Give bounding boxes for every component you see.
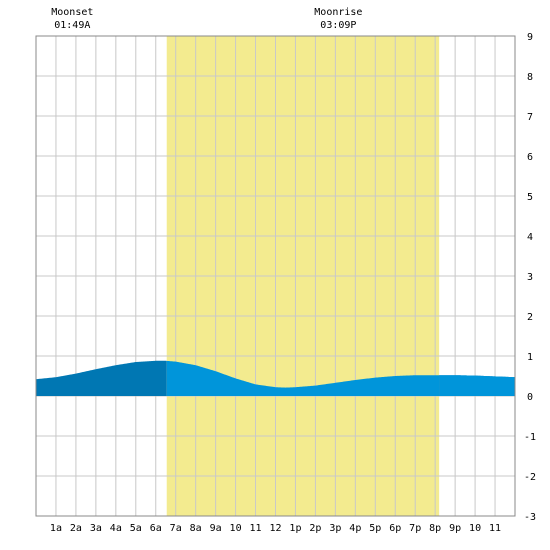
x-tick-label: 12 [269, 523, 281, 534]
x-tick-label: 10 [469, 523, 481, 534]
y-tick-label: 5 [527, 192, 533, 203]
tide-area-evening-tail [439, 375, 515, 396]
x-tick-label: 11 [250, 523, 262, 534]
y-tick-label: 0 [527, 392, 533, 403]
x-tick-label: 1a [50, 523, 62, 534]
x-tick-label: 10 [230, 523, 242, 534]
y-tick-label: 9 [527, 32, 533, 43]
x-tick-label: 2p [309, 523, 321, 534]
x-tick-label: 5a [130, 523, 142, 534]
plot-frame [35, 35, 516, 517]
y-tick-label: 3 [527, 272, 533, 283]
tide-area-day [166, 360, 440, 396]
x-tick-label: 9p [449, 523, 461, 534]
moon-event-time: 03:09P [320, 20, 356, 31]
moon-event-label: Moonrise [314, 7, 362, 18]
x-tick-label: 7p [409, 523, 421, 534]
y-tick-label: 8 [527, 72, 533, 83]
y-tick-label: 6 [527, 152, 533, 163]
y-tick-label: 4 [527, 232, 533, 243]
x-tick-label: 3p [329, 523, 341, 534]
y-tick-label: 7 [527, 112, 533, 123]
x-tick-label: 5p [369, 523, 381, 534]
x-tick-label: 7a [170, 523, 182, 534]
y-tick-label: 2 [527, 312, 533, 323]
x-tick-label: 6p [389, 523, 401, 534]
x-tick-label: 4a [110, 523, 122, 534]
x-tick-label: 8p [429, 523, 441, 534]
x-tick-label: 4p [349, 523, 361, 534]
y-tick-label: -2 [524, 472, 536, 483]
y-tick-label: -1 [524, 432, 536, 443]
x-tick-label: 3a [90, 523, 102, 534]
y-tick-label: -3 [524, 512, 536, 523]
y-tick-label: 1 [527, 352, 533, 363]
moon-event-time: 01:49A [54, 20, 90, 31]
tide-area-night-morning [36, 360, 167, 396]
x-tick-label: 9a [210, 523, 222, 534]
moon-event-label: Moonset [51, 7, 93, 18]
x-tick-label: 2a [70, 523, 82, 534]
x-tick-label: 6a [150, 523, 162, 534]
x-tick-label: 11 [489, 523, 501, 534]
x-tick-label: 1p [289, 523, 301, 534]
x-tick-label: 8a [190, 523, 202, 534]
